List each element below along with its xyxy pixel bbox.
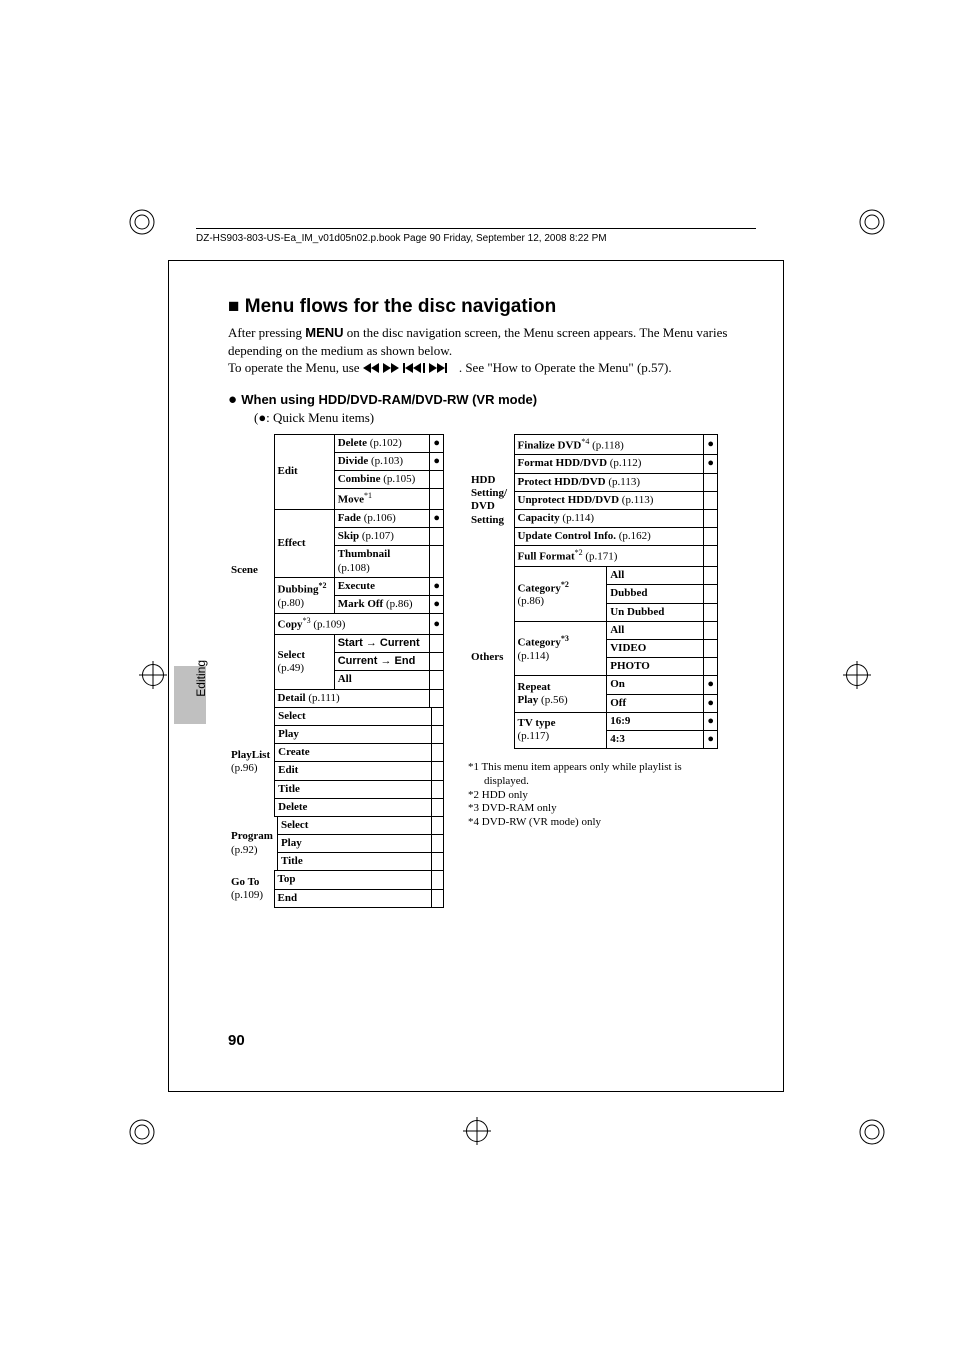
crop-mark-icon [846,664,868,686]
crop-mark-icon [466,1120,488,1142]
intro-text: After pressing MENU on the disc navigati… [228,324,732,359]
goto-table: Go To(p.109) Top End [228,870,444,907]
program-table: Program(p.92) Select Play Title [228,816,444,872]
sub-heading: ● When using HDD/DVD-RAM/DVD-RW (VR mode… [228,391,732,408]
running-header: DZ-HS903-803-US-Ea_IM_v01d05n02.p.book P… [196,228,756,244]
scene-table: Scene Edit Delete (p.102) ● Divide (p.10… [228,434,444,708]
nav-icons [363,360,459,375]
quick-note: (●: Quick Menu items) [254,410,732,426]
side-label: Editing [194,660,208,697]
print-mark-icon [128,208,156,236]
playlist-table: PlayList(p.96) Select Play Create Edit T… [228,707,444,817]
print-mark-icon [858,208,886,236]
hdd-table: HDDSetting/DVDSetting Finalize DVD*4 (p.… [468,434,718,568]
print-mark-icon [128,1118,156,1146]
others-table: Others Category*2(p.86) All Dubbed Un Du… [468,566,718,749]
intro-text-2: To operate the Menu, use . See "How to O… [228,359,732,377]
print-mark-icon [858,1118,886,1146]
section-title: ■ Menu flows for the disc navigation [228,296,732,318]
section-title-text: Menu flows for the disc navigation [245,296,556,317]
page-number: 90 [228,1032,245,1049]
footnotes: *1 This menu item appears only while pla… [468,761,718,830]
crop-mark-icon [142,664,164,686]
